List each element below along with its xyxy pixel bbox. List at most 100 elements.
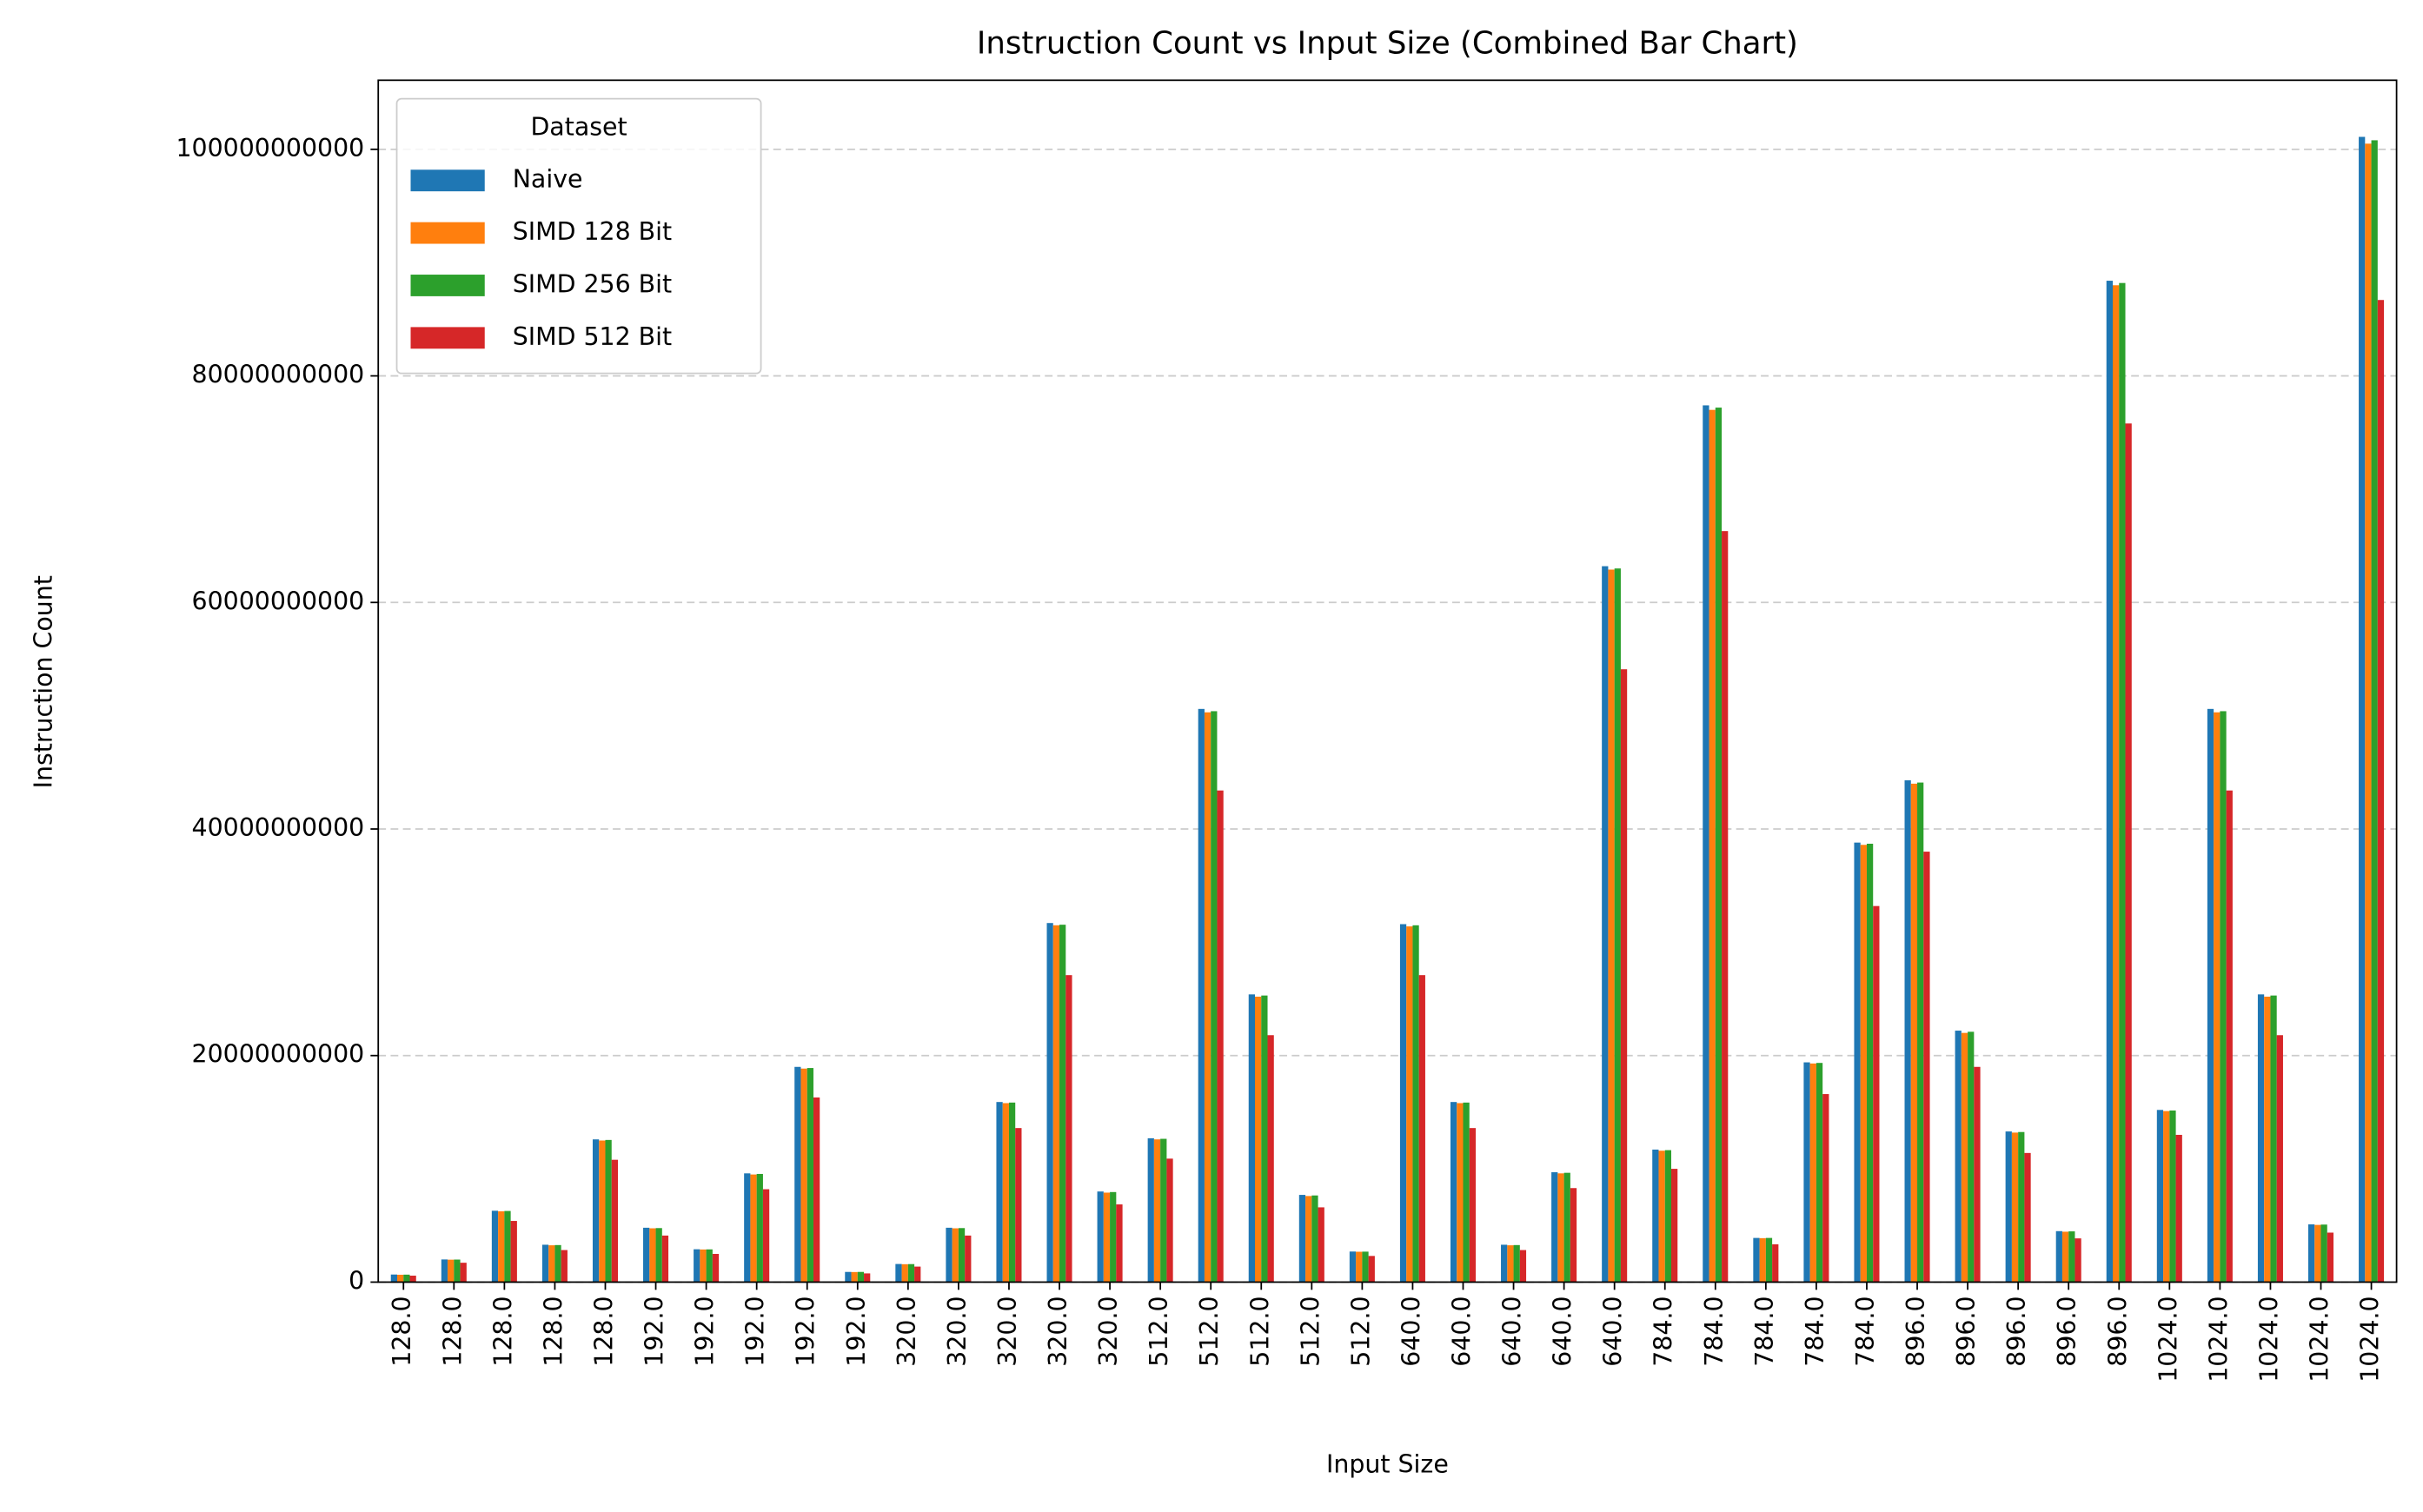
- x-tick-label: 640.0: [1397, 1296, 1425, 1366]
- bar: [813, 1097, 820, 1283]
- legend-label: SIMD 512 Bit: [513, 322, 673, 351]
- bar: [1608, 569, 1615, 1283]
- bar: [1722, 531, 1729, 1283]
- legend-label: Naive: [513, 165, 583, 194]
- bar: [1904, 779, 1911, 1283]
- bar: [1501, 1244, 1508, 1283]
- x-tick-label: 1024.0: [2204, 1296, 2233, 1382]
- x-tick-label: 128.0: [488, 1296, 517, 1366]
- x-tick-label: 320.0: [993, 1296, 1022, 1366]
- bar: [611, 1159, 619, 1283]
- bar: [1418, 975, 1425, 1283]
- bar: [1765, 1237, 1773, 1283]
- bar: [548, 1245, 555, 1283]
- bar: [1519, 1250, 1527, 1283]
- bar: [2011, 1132, 2019, 1283]
- bar: [649, 1228, 656, 1283]
- bar: [1570, 1188, 1577, 1283]
- bar: [541, 1244, 549, 1283]
- plot-frame: [377, 79, 2398, 1283]
- x-tick-label: 896.0: [2103, 1296, 2132, 1366]
- bar: [744, 1173, 751, 1283]
- bar: [1873, 905, 1880, 1283]
- x-tick-label: 320.0: [1094, 1296, 1123, 1366]
- bar: [1620, 669, 1628, 1283]
- legend-swatch: [410, 275, 485, 296]
- bar: [1759, 1237, 1766, 1283]
- bar: [1147, 1137, 1154, 1283]
- bar: [958, 1228, 966, 1283]
- bar: [2055, 1230, 2062, 1283]
- bar: [2106, 281, 2114, 1283]
- bar: [1160, 1138, 1167, 1283]
- bar: [599, 1140, 606, 1283]
- bar: [1753, 1237, 1760, 1283]
- x-tick-label: 512.0: [1145, 1296, 1173, 1366]
- x-tick-label: 128.0: [388, 1296, 416, 1366]
- x-tick-label: 192.0: [691, 1296, 720, 1366]
- bar: [1703, 405, 1709, 1283]
- bar: [409, 1276, 416, 1283]
- bar: [655, 1228, 662, 1283]
- bar: [448, 1259, 455, 1283]
- bar: [907, 1263, 915, 1283]
- bar: [390, 1274, 397, 1283]
- x-tick-label: 128.0: [589, 1296, 618, 1366]
- bar: [1399, 924, 1407, 1283]
- x-tick-label: 784.0: [1650, 1296, 1678, 1366]
- bar: [2226, 790, 2233, 1283]
- bar: [2068, 1231, 2075, 1283]
- y-tick-label: 0: [349, 1266, 364, 1295]
- bar: [561, 1250, 568, 1283]
- x-tick-label: 640.0: [1498, 1296, 1527, 1366]
- bar: [2359, 136, 2366, 1283]
- bar: [996, 1102, 1003, 1283]
- y-tick-label: 80000000000: [192, 361, 365, 389]
- x-tick-label: 1024.0: [2306, 1296, 2334, 1382]
- x-tick-label: 192.0: [741, 1296, 770, 1366]
- bar: [2061, 1231, 2069, 1283]
- x-tick-label: 640.0: [1599, 1296, 1628, 1366]
- bar: [460, 1263, 467, 1283]
- bar: [1412, 925, 1419, 1283]
- x-tick-label: 320.0: [943, 1296, 972, 1366]
- bar: [864, 1273, 871, 1283]
- bar: [2327, 1232, 2334, 1283]
- legend-swatch: [410, 327, 485, 349]
- bar: [2024, 1152, 2031, 1283]
- bar: [1153, 1139, 1161, 1283]
- bar: [965, 1235, 972, 1283]
- bar: [1211, 711, 1218, 1283]
- bar: [1563, 1172, 1570, 1283]
- bar: [1513, 1244, 1520, 1283]
- x-tick-label: 896.0: [1952, 1296, 1981, 1366]
- x-tick-label: 640.0: [1447, 1296, 1476, 1366]
- legend-label: SIMD 128 Bit: [513, 217, 673, 246]
- y-tick-label: 60000000000: [192, 587, 365, 615]
- bar: [1103, 1192, 1111, 1283]
- bar: [2018, 1131, 2025, 1283]
- bar: [491, 1210, 499, 1283]
- bar: [1217, 790, 1224, 1283]
- x-tick-label: 512.0: [1195, 1296, 1224, 1366]
- bar: [1463, 1102, 1470, 1283]
- bar: [592, 1139, 600, 1283]
- bar: [1557, 1173, 1564, 1283]
- bar: [2270, 995, 2277, 1283]
- bar: [1248, 994, 1256, 1283]
- bar: [756, 1173, 763, 1283]
- y-axis-label: Instruction Count: [30, 575, 58, 788]
- bar: [1803, 1062, 1810, 1283]
- bar: [1860, 845, 1867, 1283]
- bar: [1255, 996, 1262, 1283]
- x-tick-label: 1024.0: [2254, 1296, 2283, 1382]
- bar: [2264, 996, 2271, 1283]
- bar: [1457, 1103, 1464, 1283]
- x-tick-label: 128.0: [438, 1296, 467, 1366]
- x-tick-label: 512.0: [1245, 1296, 1274, 1366]
- bar: [510, 1221, 517, 1283]
- bar: [1551, 1171, 1558, 1283]
- bar: [2175, 1134, 2182, 1283]
- x-tick-label: 896.0: [1902, 1296, 1930, 1366]
- x-tick-label: 1024.0: [2154, 1296, 2182, 1382]
